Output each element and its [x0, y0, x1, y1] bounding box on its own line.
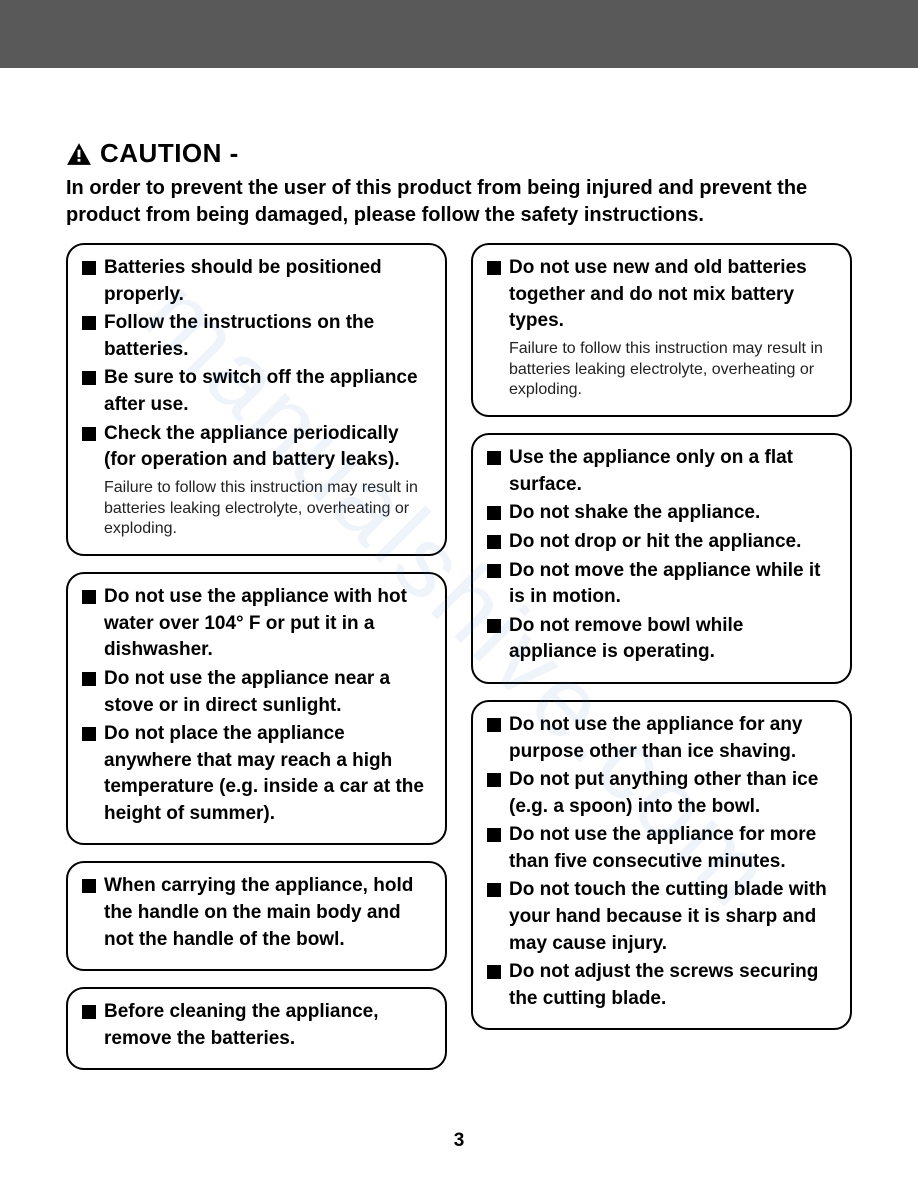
caution-item: Do not adjust the screws securing the cu… [487, 959, 836, 1012]
square-bullet-icon [487, 883, 501, 897]
caution-item-text: Check the appliance periodically (for op… [104, 421, 431, 474]
caution-item: Do not move the appliance while it is in… [487, 558, 836, 611]
caution-item-text: Follow the instructions on the batteries… [104, 310, 431, 363]
caution-box: Do not use the appliance for any purpose… [471, 700, 852, 1031]
caution-box: Use the appliance only on a flat surface… [471, 433, 852, 684]
caution-item-text: Do not shake the appliance. [509, 500, 760, 527]
caution-item-text: Do not remove bowl while appliance is op… [509, 613, 836, 666]
caution-item-text: Do not move the appliance while it is in… [509, 558, 836, 611]
columns-container: Batteries should be positioned properly.… [66, 243, 852, 1070]
caution-item: Do not use the appliance for any purpose… [487, 712, 836, 765]
caution-item: Do not shake the appliance. [487, 500, 836, 527]
caution-box: Do not use the appliance with hot water … [66, 572, 447, 845]
caution-item-text: Before cleaning the appliance, remove th… [104, 999, 431, 1052]
caution-item-text: Do not use the appliance near a stove or… [104, 666, 431, 719]
caution-item-text: Do not touch the cutting blade with your… [509, 877, 836, 957]
right-column: Do not use new and old batteries togethe… [471, 243, 852, 1070]
caution-item: Be sure to switch off the appliance afte… [82, 365, 431, 418]
caution-item-text: Do not place the appliance anywhere that… [104, 721, 431, 827]
caution-box: When carrying the appliance, hold the ha… [66, 861, 447, 971]
square-bullet-icon [487, 718, 501, 732]
caution-item: Follow the instructions on the batteries… [82, 310, 431, 363]
square-bullet-icon [487, 773, 501, 787]
caution-item: Do not remove bowl while appliance is op… [487, 613, 836, 666]
caution-item-text: Do not drop or hit the appliance. [509, 529, 801, 556]
caution-item-text: Be sure to switch off the appliance afte… [104, 365, 431, 418]
caution-item: Before cleaning the appliance, remove th… [82, 999, 431, 1052]
caution-item: Do not drop or hit the appliance. [487, 529, 836, 556]
content-area: CAUTION - In order to prevent the user o… [0, 68, 918, 1070]
square-bullet-icon [82, 590, 96, 604]
square-bullet-icon [82, 672, 96, 686]
caution-item: Use the appliance only on a flat surface… [487, 445, 836, 498]
square-bullet-icon [487, 619, 501, 633]
square-bullet-icon [82, 727, 96, 741]
square-bullet-icon [487, 564, 501, 578]
warning-triangle-icon [66, 142, 92, 166]
square-bullet-icon [487, 965, 501, 979]
caution-item: Do not touch the cutting blade with your… [487, 877, 836, 957]
caution-title: CAUTION - [100, 138, 239, 169]
square-bullet-icon [82, 427, 96, 441]
caution-item-text: Use the appliance only on a flat surface… [509, 445, 836, 498]
square-bullet-icon [82, 1005, 96, 1019]
square-bullet-icon [82, 879, 96, 893]
caution-item-text: Batteries should be positioned properly. [104, 255, 431, 308]
top-bar [0, 0, 918, 68]
caution-box: Before cleaning the appliance, remove th… [66, 987, 447, 1070]
caution-item-text: When carrying the appliance, hold the ha… [104, 873, 431, 953]
caution-item: Do not use the appliance for more than f… [487, 822, 836, 875]
caution-item: When carrying the appliance, hold the ha… [82, 873, 431, 953]
square-bullet-icon [82, 261, 96, 275]
left-column: Batteries should be positioned properly.… [66, 243, 447, 1070]
page-number: 3 [0, 1130, 918, 1152]
intro-text: In order to prevent the user of this pro… [66, 175, 852, 229]
caution-item: Do not use new and old batteries togethe… [487, 255, 836, 335]
caution-note: Failure to follow this instruction may r… [509, 339, 836, 401]
square-bullet-icon [487, 828, 501, 842]
caution-header: CAUTION - [66, 138, 852, 169]
square-bullet-icon [82, 316, 96, 330]
caution-item: Check the appliance periodically (for op… [82, 421, 431, 474]
caution-item: Do not use the appliance with hot water … [82, 584, 431, 664]
caution-item: Batteries should be positioned properly. [82, 255, 431, 308]
caution-item-text: Do not put anything other than ice (e.g.… [509, 767, 836, 820]
caution-item-text: Do not use the appliance with hot water … [104, 584, 431, 664]
square-bullet-icon [487, 261, 501, 275]
caution-box: Do not use new and old batteries togethe… [471, 243, 852, 417]
caution-item-text: Do not use new and old batteries togethe… [509, 255, 836, 335]
square-bullet-icon [487, 506, 501, 520]
caution-item: Do not put anything other than ice (e.g.… [487, 767, 836, 820]
square-bullet-icon [487, 451, 501, 465]
caution-item: Do not use the appliance near a stove or… [82, 666, 431, 719]
square-bullet-icon [487, 535, 501, 549]
caution-item-text: Do not use the appliance for any purpose… [509, 712, 836, 765]
caution-item-text: Do not use the appliance for more than f… [509, 822, 836, 875]
caution-note: Failure to follow this instruction may r… [104, 478, 431, 540]
caution-item: Do not place the appliance anywhere that… [82, 721, 431, 827]
square-bullet-icon [82, 371, 96, 385]
caution-box: Batteries should be positioned properly.… [66, 243, 447, 556]
caution-item-text: Do not adjust the screws securing the cu… [509, 959, 836, 1012]
